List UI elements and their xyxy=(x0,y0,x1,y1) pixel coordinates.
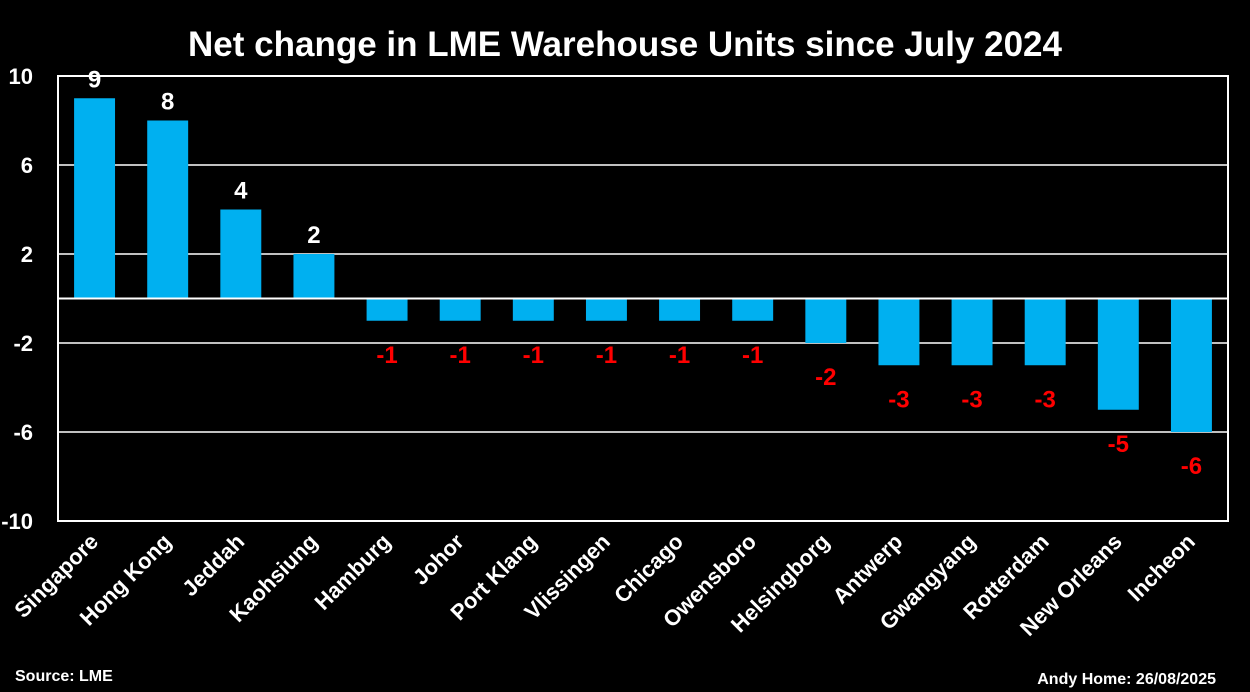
chart-title: Net change in LME Warehouse Units since … xyxy=(188,25,1062,64)
data-label: 9 xyxy=(88,66,101,93)
y-tick-label: 2 xyxy=(21,242,33,267)
bar-port-klang xyxy=(512,298,554,321)
data-label: -3 xyxy=(888,386,909,413)
bar-new-orleans xyxy=(1097,298,1139,410)
bar-rotterdam xyxy=(1024,298,1066,366)
bar-gwangyang xyxy=(951,298,993,366)
data-label: 2 xyxy=(307,222,320,249)
y-tick-label: -2 xyxy=(13,331,33,356)
data-labels: 9 8 4 2 -1 -1 -1 -1 -1 -1 -2 -3 -3 -3 -5 -6 xyxy=(88,66,1202,480)
y-tick-label: 10 xyxy=(9,64,33,89)
bar-chicago xyxy=(659,298,701,321)
y-axis-ticks: 10 6 2 -2 -6 -10 xyxy=(1,64,33,534)
data-label: -1 xyxy=(376,342,397,369)
data-label: -3 xyxy=(1035,386,1056,413)
bar-incheon xyxy=(1170,298,1212,432)
data-label: -2 xyxy=(815,364,836,391)
data-label: 4 xyxy=(234,178,248,205)
bar-helsingborg xyxy=(805,298,847,343)
bar-hamburg xyxy=(366,298,408,321)
bar-singapore xyxy=(74,98,116,299)
bar-vlissingen xyxy=(585,298,627,321)
y-tick-label: 6 xyxy=(21,153,33,178)
data-label: 8 xyxy=(161,89,174,116)
bar-hong-kong xyxy=(147,120,189,299)
bar-johor xyxy=(439,298,481,321)
data-label: -3 xyxy=(961,386,982,413)
data-label: -1 xyxy=(669,342,690,369)
data-label: -1 xyxy=(742,342,763,369)
y-tick-label: -10 xyxy=(1,509,33,534)
source-note: Source: LME xyxy=(15,668,113,685)
bar-jeddah xyxy=(220,209,262,299)
bar-owensboro xyxy=(732,298,774,321)
data-label: -5 xyxy=(1108,431,1129,458)
data-label: -1 xyxy=(523,342,544,369)
author-credit: Andy Home: 26/08/2025 xyxy=(1037,671,1216,688)
data-label: -1 xyxy=(450,342,471,369)
y-tick-label: -6 xyxy=(13,420,33,445)
bar-antwerp xyxy=(878,298,920,366)
data-label: -1 xyxy=(596,342,617,369)
bars xyxy=(74,98,1212,432)
bar-kaohsiung xyxy=(293,254,335,299)
data-label: -6 xyxy=(1181,453,1202,480)
